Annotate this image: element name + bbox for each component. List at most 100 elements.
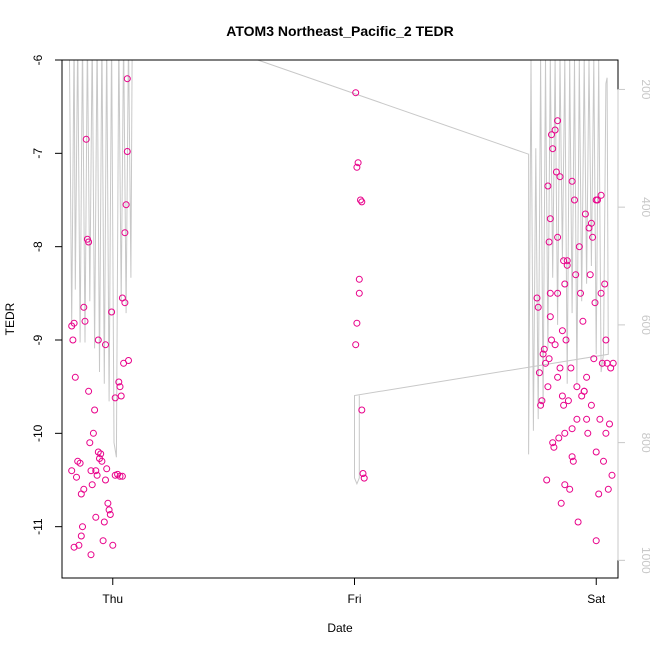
data-point <box>591 299 599 307</box>
data-point <box>103 465 111 473</box>
data-point <box>102 341 109 349</box>
data-point <box>92 513 100 521</box>
data-point <box>604 485 612 493</box>
y-tick-label: -6 <box>31 54 45 65</box>
data-point <box>93 471 101 479</box>
data-point <box>115 378 123 386</box>
data-point <box>535 369 543 377</box>
data-point <box>359 470 367 477</box>
data-point <box>597 289 605 297</box>
data-point <box>554 233 562 241</box>
data-point <box>71 373 79 381</box>
data-point <box>546 215 554 223</box>
data-point <box>87 467 95 475</box>
data-point <box>111 394 119 402</box>
data-point <box>68 467 76 475</box>
data-point <box>360 474 368 482</box>
data-point <box>122 201 130 209</box>
data-point <box>558 327 566 335</box>
data-point <box>549 145 557 153</box>
data-point <box>108 308 116 316</box>
y-tick-label: -9 <box>31 334 45 345</box>
data-point <box>354 159 362 167</box>
y2-tick-label: 1000 <box>639 547 650 574</box>
x-tick-label: Fri <box>348 592 362 606</box>
data-point <box>105 506 113 514</box>
data-point <box>560 401 568 409</box>
data-point <box>358 406 366 414</box>
data-point <box>583 415 591 423</box>
data-point <box>554 373 562 381</box>
y2-tick-label: 800 <box>639 433 650 453</box>
data-point <box>543 476 551 484</box>
data-point <box>85 387 93 395</box>
data-point <box>99 537 107 545</box>
data-point <box>609 359 617 367</box>
data-point <box>79 523 86 531</box>
chart-title: ATOM3 Northeast_Pacific_2 TEDR <box>226 23 453 39</box>
data-point <box>579 317 587 325</box>
data-point <box>563 257 571 265</box>
data-point <box>595 490 603 498</box>
y-tick-label: -7 <box>31 148 45 159</box>
data-point <box>572 271 580 279</box>
data-point <box>587 401 595 409</box>
data-point <box>551 341 559 349</box>
data-point <box>567 364 575 372</box>
data-point <box>562 336 570 344</box>
y2-tick-label: 400 <box>639 197 650 217</box>
data-point <box>587 219 595 227</box>
data-point <box>551 126 559 134</box>
y2-axis: 200 400 600 800 1000 <box>617 79 650 574</box>
data-point <box>81 317 89 325</box>
data-point <box>608 471 616 479</box>
altitude-line-layer <box>68 60 609 486</box>
data-point <box>592 448 600 456</box>
data-point <box>104 499 112 507</box>
data-point <box>73 473 80 481</box>
y2-tick-label: 600 <box>639 315 650 335</box>
data-point <box>556 173 564 181</box>
data-point <box>601 280 609 288</box>
data-point <box>592 196 600 204</box>
data-point <box>592 537 600 545</box>
data-point <box>577 289 584 297</box>
data-point <box>545 355 553 363</box>
data-point <box>98 457 106 465</box>
data-point <box>82 135 90 143</box>
y2-tick-label: 200 <box>639 79 650 99</box>
data-point <box>88 481 96 489</box>
data-point <box>69 336 77 344</box>
data-point <box>540 345 548 353</box>
data-point <box>123 75 131 83</box>
data-point <box>76 459 84 467</box>
data-point <box>554 289 562 297</box>
data-point <box>97 450 105 458</box>
data-point <box>106 511 114 518</box>
data-point <box>573 383 581 391</box>
data-point <box>549 439 557 447</box>
data-point <box>100 518 108 526</box>
y-axis-label: TEDR <box>3 302 17 335</box>
data-point <box>558 392 566 400</box>
data-point <box>80 303 88 311</box>
y-tick-label: -8 <box>31 241 45 252</box>
data-point <box>539 350 547 358</box>
data-point <box>602 429 610 437</box>
data-point <box>546 313 554 321</box>
data-point <box>571 196 578 204</box>
data-point <box>583 373 591 381</box>
data-point <box>589 233 597 241</box>
data-point <box>548 336 555 344</box>
data-point <box>554 117 562 125</box>
data-point <box>537 401 545 409</box>
data-point <box>602 336 610 344</box>
x-tick-label: Sat <box>587 592 606 606</box>
data-point <box>552 168 560 176</box>
x-axis-label: Date <box>327 621 353 635</box>
data-point <box>568 177 576 185</box>
data-point <box>534 303 542 311</box>
data-point <box>564 397 572 405</box>
data-point <box>89 429 97 437</box>
